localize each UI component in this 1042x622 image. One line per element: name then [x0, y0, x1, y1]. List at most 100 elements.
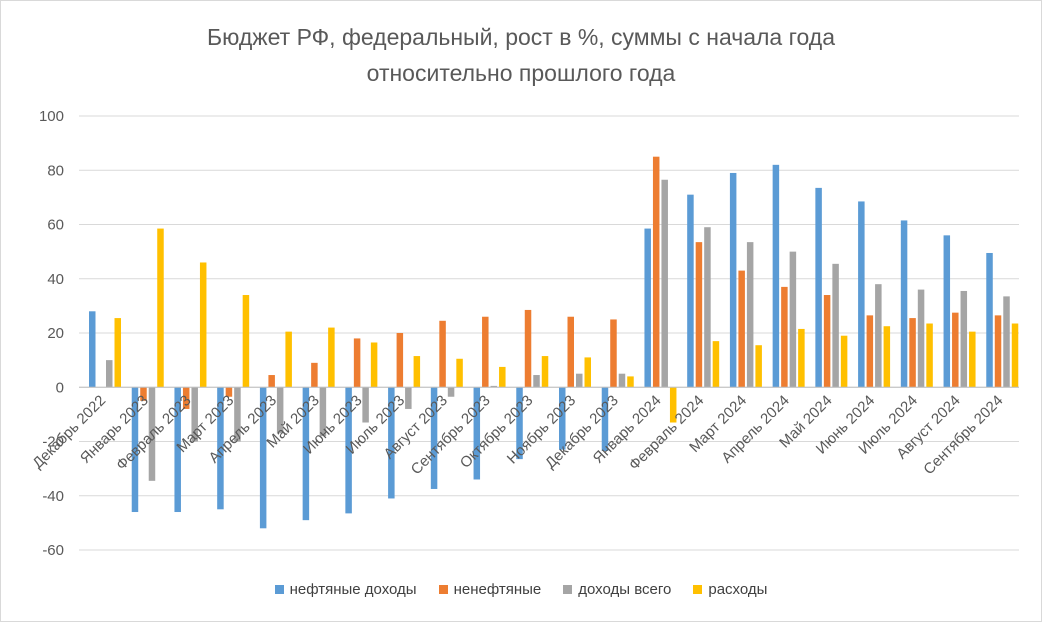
- legend-item: ненефтяные: [438, 581, 542, 598]
- bar: [652, 156, 660, 388]
- bar: [926, 323, 933, 388]
- bar: [388, 387, 395, 499]
- bar: [174, 387, 181, 513]
- bar: [106, 360, 113, 388]
- y-tick-label: 100: [39, 108, 64, 125]
- bar: [661, 179, 668, 388]
- bar: [729, 172, 737, 388]
- bar: [268, 375, 275, 388]
- bar: [362, 387, 369, 423]
- bar: [405, 387, 412, 409]
- bar: [353, 338, 361, 388]
- bar: [875, 284, 882, 388]
- bar: [900, 220, 908, 388]
- bar: [755, 345, 762, 388]
- bar: [960, 290, 968, 388]
- bar: [89, 311, 96, 388]
- y-tick-label: -40: [42, 488, 64, 505]
- bar: [516, 387, 523, 460]
- bar: [328, 327, 335, 388]
- x-tick-label: Декабрь 2022: [29, 392, 109, 472]
- legend-swatch: [274, 585, 284, 594]
- bar: [490, 385, 498, 388]
- bars: [89, 156, 1019, 529]
- bar: [823, 295, 831, 388]
- bar: [345, 387, 352, 514]
- bar: [969, 331, 976, 388]
- bar: [840, 335, 848, 388]
- bar: [952, 312, 959, 388]
- y-tick-label: -60: [42, 542, 64, 559]
- bar: [114, 318, 121, 388]
- bar: [746, 242, 754, 388]
- bar: [285, 331, 292, 388]
- bar: [866, 315, 874, 388]
- bar: [199, 262, 207, 388]
- bar: [584, 357, 591, 388]
- bar: [789, 251, 797, 388]
- legend-item: расходы: [693, 581, 767, 598]
- bar: [559, 387, 566, 450]
- legend-swatch: [438, 585, 448, 594]
- y-tick-label: 40: [47, 271, 64, 288]
- bar: [311, 362, 318, 388]
- bar: [456, 358, 463, 388]
- bar: [276, 387, 284, 434]
- bar: [302, 387, 310, 521]
- bar: [1003, 296, 1010, 388]
- bar: [396, 333, 404, 388]
- bar: [447, 387, 455, 397]
- y-tick-label: 60: [47, 217, 64, 234]
- bar: [883, 326, 891, 388]
- chart-title-line-1: Бюджет РФ, федеральный, рост в %, суммы …: [207, 24, 835, 50]
- bar: [413, 356, 421, 388]
- y-tick-label: 80: [47, 162, 64, 179]
- legend-item: нефтяные доходы: [274, 581, 417, 598]
- bar: [319, 387, 327, 437]
- chart-title-line-2: относительно прошлого года: [366, 60, 676, 86]
- bar: [644, 228, 651, 388]
- bar: [669, 387, 677, 423]
- legend-label: ненефтяные: [453, 581, 542, 598]
- bar: [943, 235, 951, 388]
- bar: [695, 242, 703, 388]
- legend-label: доходы всего: [578, 581, 672, 598]
- bar: [909, 318, 916, 388]
- bar: [533, 375, 540, 388]
- bar: [157, 228, 164, 388]
- bar: [148, 387, 156, 481]
- bar: [259, 387, 267, 529]
- bar: [994, 315, 1002, 388]
- bar: [986, 252, 993, 388]
- chart-title: Бюджет РФ, федеральный, рост в %, суммы …: [1, 19, 1041, 91]
- bar: [473, 387, 481, 480]
- bar: [1011, 323, 1019, 388]
- bar: [772, 164, 780, 388]
- y-tick-label: 0: [56, 379, 64, 396]
- x-tick-label: Февраль 2024: [626, 392, 708, 474]
- bar: [627, 376, 634, 388]
- bar: [567, 316, 574, 388]
- bar: [687, 194, 694, 388]
- bar: [234, 387, 241, 442]
- bar: [610, 319, 617, 388]
- legend-item: доходы всего: [563, 581, 671, 598]
- legend-swatch: [563, 585, 573, 594]
- x-tick-label: Сентябрь 2024: [920, 392, 1006, 478]
- bar: [601, 387, 609, 451]
- y-tick-label: 20: [47, 325, 64, 342]
- bar: [430, 387, 438, 489]
- bar: [499, 366, 506, 388]
- bar: [576, 373, 583, 388]
- bar: [482, 316, 489, 388]
- legend-label: нефтяные доходы: [289, 581, 417, 598]
- bar: [858, 201, 865, 388]
- bar: [225, 387, 233, 397]
- bar: [191, 387, 198, 442]
- bar: [439, 320, 446, 388]
- bar: [704, 227, 711, 388]
- legend-label: расходы: [708, 581, 768, 598]
- bar: [832, 263, 839, 388]
- bar: [140, 387, 147, 401]
